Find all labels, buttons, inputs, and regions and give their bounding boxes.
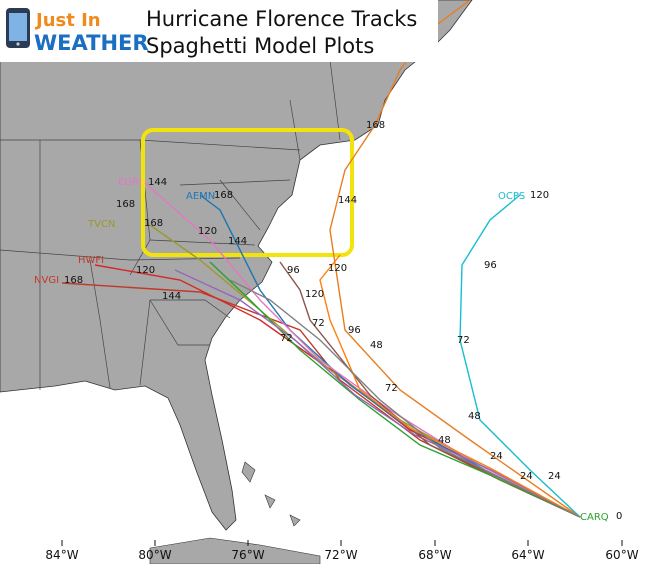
logo-icon	[6, 8, 30, 48]
hour-label: 144	[162, 291, 181, 302]
track	[459, 194, 581, 518]
lon-label: 68°W	[418, 548, 451, 562]
land	[0, 0, 473, 531]
lon-label: 76°W	[231, 548, 264, 562]
hour-label: 72	[312, 318, 325, 329]
hour-label: 144	[228, 236, 247, 247]
hour-label: 48	[438, 435, 451, 446]
model-label: CARQ	[580, 512, 609, 523]
hour-label: 96	[484, 260, 497, 271]
hour-label: 144	[148, 177, 167, 188]
lon-ticks	[61, 540, 623, 546]
hour-label: 72	[280, 333, 293, 344]
hour-label: 168	[144, 218, 163, 229]
title-line2: Spaghetti Model Plots	[146, 34, 374, 58]
lon-label: 60°W	[605, 548, 638, 562]
model-label: OCPS	[498, 191, 525, 202]
track	[209, 261, 581, 518]
track	[319, 254, 581, 518]
lon-label: 80°W	[138, 548, 171, 562]
hour-label: 168	[116, 199, 135, 210]
logo-top: Just In	[34, 10, 101, 31]
hour-label: 24	[548, 471, 561, 482]
hour-label: 48	[468, 411, 481, 422]
hour-label: 120	[136, 265, 155, 276]
hour-label: 96	[287, 265, 300, 276]
model-label: AEMN	[186, 191, 215, 202]
hour-label: 24	[520, 471, 533, 482]
hour-label: 120	[305, 289, 324, 300]
model-label: NVGI	[34, 275, 59, 286]
hour-label: 24	[490, 451, 503, 462]
lon-label: 64°W	[511, 548, 544, 562]
islands	[149, 461, 321, 564]
hour-label: 120	[328, 263, 347, 274]
hour-label: 48	[370, 340, 383, 351]
hour-label: 72	[385, 383, 398, 394]
hour-label: 72	[457, 335, 470, 346]
hour-label: 96	[348, 325, 361, 336]
highlight-box	[141, 128, 354, 257]
hour-label: 168	[214, 190, 233, 201]
hour-label: 120	[198, 226, 217, 237]
track	[229, 279, 581, 518]
model-label: EGRI	[118, 177, 142, 188]
hour-label: 168	[366, 120, 385, 131]
hour-label: 168	[64, 275, 83, 286]
model-label: HWFI	[78, 255, 104, 266]
hour-label: 0	[616, 511, 622, 522]
hour-label: 144	[338, 195, 357, 206]
model-label: TVCN	[87, 219, 115, 230]
logo-bottom: WEATHER	[34, 31, 149, 55]
lon-label: 72°W	[324, 548, 357, 562]
hour-label: 120	[530, 190, 549, 201]
track	[174, 269, 581, 518]
header-box	[0, 0, 438, 62]
title-line1: Hurricane Florence Tracks	[146, 7, 417, 31]
lon-label: 84°W	[45, 548, 78, 562]
